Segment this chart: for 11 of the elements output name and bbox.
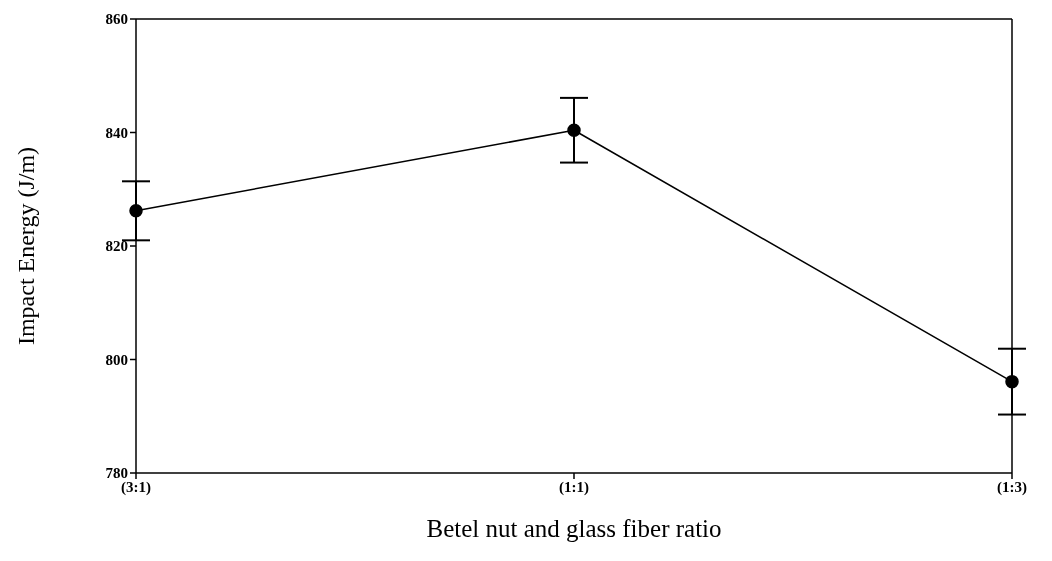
point — [129, 204, 143, 218]
x-tick-label: (1:3) — [997, 478, 1027, 496]
y-tick-label: 860 — [105, 11, 128, 28]
y-tick-label: 840 — [105, 124, 128, 141]
x-axis-title: Betel nut and glass fiber ratio — [426, 515, 722, 542]
y-tick-label: 800 — [105, 351, 128, 368]
point — [1005, 374, 1019, 389]
x-tick-label: (1:1) — [559, 478, 589, 496]
point — [567, 123, 581, 137]
y-tick-label: 820 — [105, 238, 128, 255]
y-axis-title: Impact Energy (J/m) — [12, 146, 39, 346]
